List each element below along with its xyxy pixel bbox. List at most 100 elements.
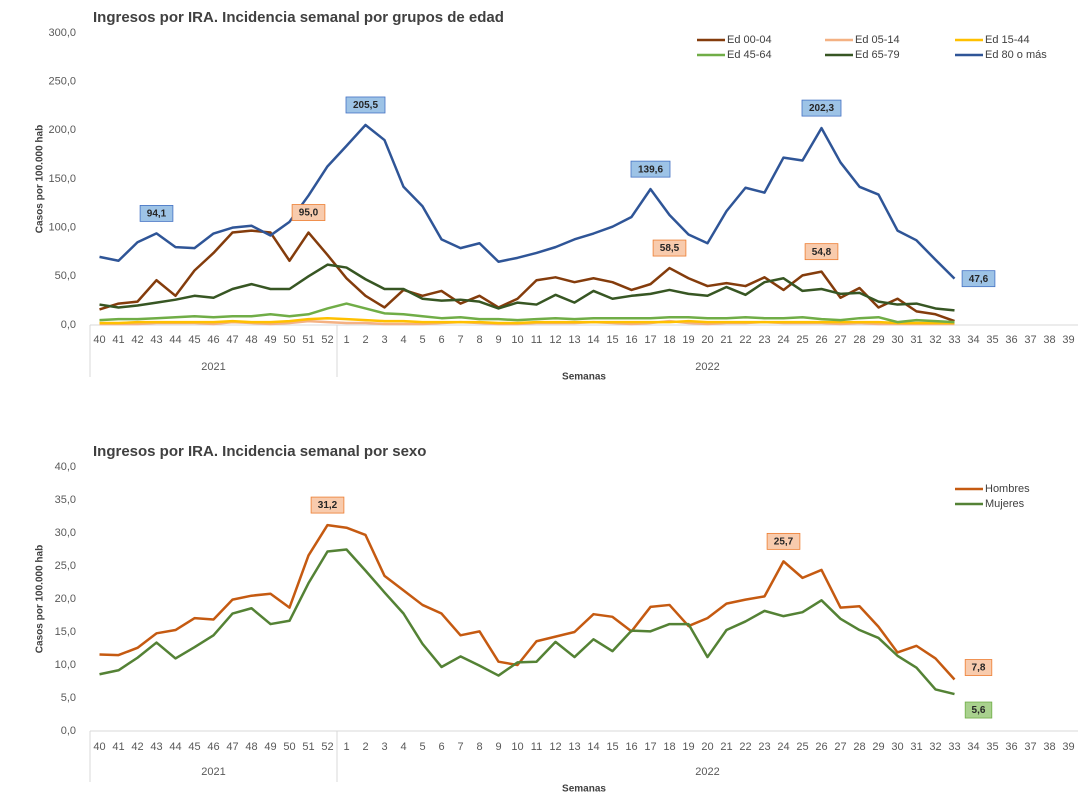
x-tick-label: 31 [910,741,922,753]
x-tick-label: 36 [1005,334,1017,346]
x-tick-label: 5 [419,741,425,753]
x-tick-label: 42 [131,334,143,346]
x-tick-label: 6 [438,741,444,753]
legend-label: Ed 80 o más [985,49,1047,61]
x-tick-label: 17 [644,741,656,753]
x-tick-label: 39 [1062,334,1074,346]
x-tick-label: 21 [720,334,732,346]
x-tick-label: 14 [587,334,599,346]
series-line [99,263,955,312]
x-tick-label: 47 [226,334,238,346]
x-tick-label: 34 [967,334,979,346]
x-tick-label: 10 [511,334,523,346]
y-tick-label: 250,0 [48,76,76,88]
legend-label: Ed 45-64 [727,49,772,61]
legend-label: Ed 15-44 [985,34,1030,46]
label-box [766,532,801,550]
x-tick-label: 43 [150,334,162,346]
x-tick-label: 48 [245,334,257,346]
x-tick-label: 51 [302,334,314,346]
x-tick-label: 37 [1024,334,1036,346]
label-box [652,239,687,257]
series-line [99,229,955,323]
x-tick-label: 40 [93,334,105,346]
label-box [804,243,839,261]
x-tick-label: 7 [457,741,463,753]
x-tick-label: 47 [226,741,238,753]
x-tick-label: 49 [264,741,276,753]
x-tick-label: 23 [758,334,770,346]
data-label: 47,6 [969,274,989,285]
x-tick-label: 20 [701,334,713,346]
data-label: 5,6 [972,705,986,716]
label-box [291,204,326,221]
data-label: 25,7 [774,537,794,548]
x-tick-label: 15 [606,741,618,753]
x-tick-label: 52 [321,334,333,346]
x-tick-label: 35 [986,741,998,753]
x-tick-label: 12 [549,741,561,753]
x-tick-label: 37 [1024,741,1036,753]
x-tick-label: 19 [682,334,694,346]
x-tick-label: 28 [853,741,865,753]
data-label: 202,3 [809,103,834,114]
label-box [961,270,996,288]
x-group-label: 2021 [201,361,225,373]
y-tick-label: 0,0 [61,725,76,737]
x-tick-label: 52 [321,741,333,753]
x-tick-label: 24 [777,741,789,753]
x-tick-label: 38 [1043,334,1055,346]
data-label: 95,0 [299,208,319,219]
series-line [99,123,956,280]
x-tick-label: 44 [169,741,181,753]
x-tick-label: 4 [400,334,406,346]
x-tick-label: 10 [511,741,523,753]
y-tick-label: 150,0 [48,173,76,185]
legend-label: Ed 00-04 [727,34,772,46]
x-tick-label: 9 [495,334,501,346]
chart-title: Ingresos por IRA. Incidencia semanal por… [93,443,426,460]
x-tick-label: 29 [872,741,884,753]
x-tick-label: 43 [150,741,162,753]
data-label: 54,8 [812,247,832,258]
label-box [345,96,386,114]
data-label: 94,1 [147,209,167,220]
x-tick-label: 25 [796,741,808,753]
x-tick-label: 44 [169,334,181,346]
y-tick-label: 100,0 [48,222,76,234]
x-tick-label: 15 [606,334,618,346]
data-label: 31,2 [318,500,338,511]
x-group-label: 2021 [201,766,225,778]
data-label: 205,5 [353,100,378,111]
x-tick-label: 21 [720,741,732,753]
series-line [99,302,955,324]
x-tick-label: 24 [777,334,789,346]
series-line [99,316,955,325]
line-chart: Ingresos por IRA. Incidencia semanal por… [35,9,1078,383]
x-tick-label: 39 [1062,741,1074,753]
x-tick-label: 50 [283,741,295,753]
series-line [99,523,956,681]
data-label: 58,5 [660,243,680,254]
label-box [630,160,671,178]
x-tick-label: 23 [758,741,770,753]
x-tick-label: 35 [986,334,998,346]
x-tick-label: 5 [419,334,425,346]
x-tick-label: 29 [872,334,884,346]
x-tick-label: 2 [362,741,368,753]
y-tick-label: 0,0 [61,319,76,331]
y-tick-label: 20,0 [55,593,76,605]
x-tick-label: 13 [568,741,580,753]
x-tick-label: 13 [568,334,580,346]
x-tick-label: 30 [891,741,903,753]
x-tick-label: 14 [587,741,599,753]
series-line [99,548,955,696]
x-tick-label: 27 [834,334,846,346]
x-tick-label: 30 [891,334,903,346]
x-tick-label: 50 [283,334,295,346]
x-tick-label: 22 [739,741,751,753]
legend-label: Hombres [985,483,1030,495]
x-axis-title: Semanas [562,784,606,795]
x-tick-label: 25 [796,334,808,346]
